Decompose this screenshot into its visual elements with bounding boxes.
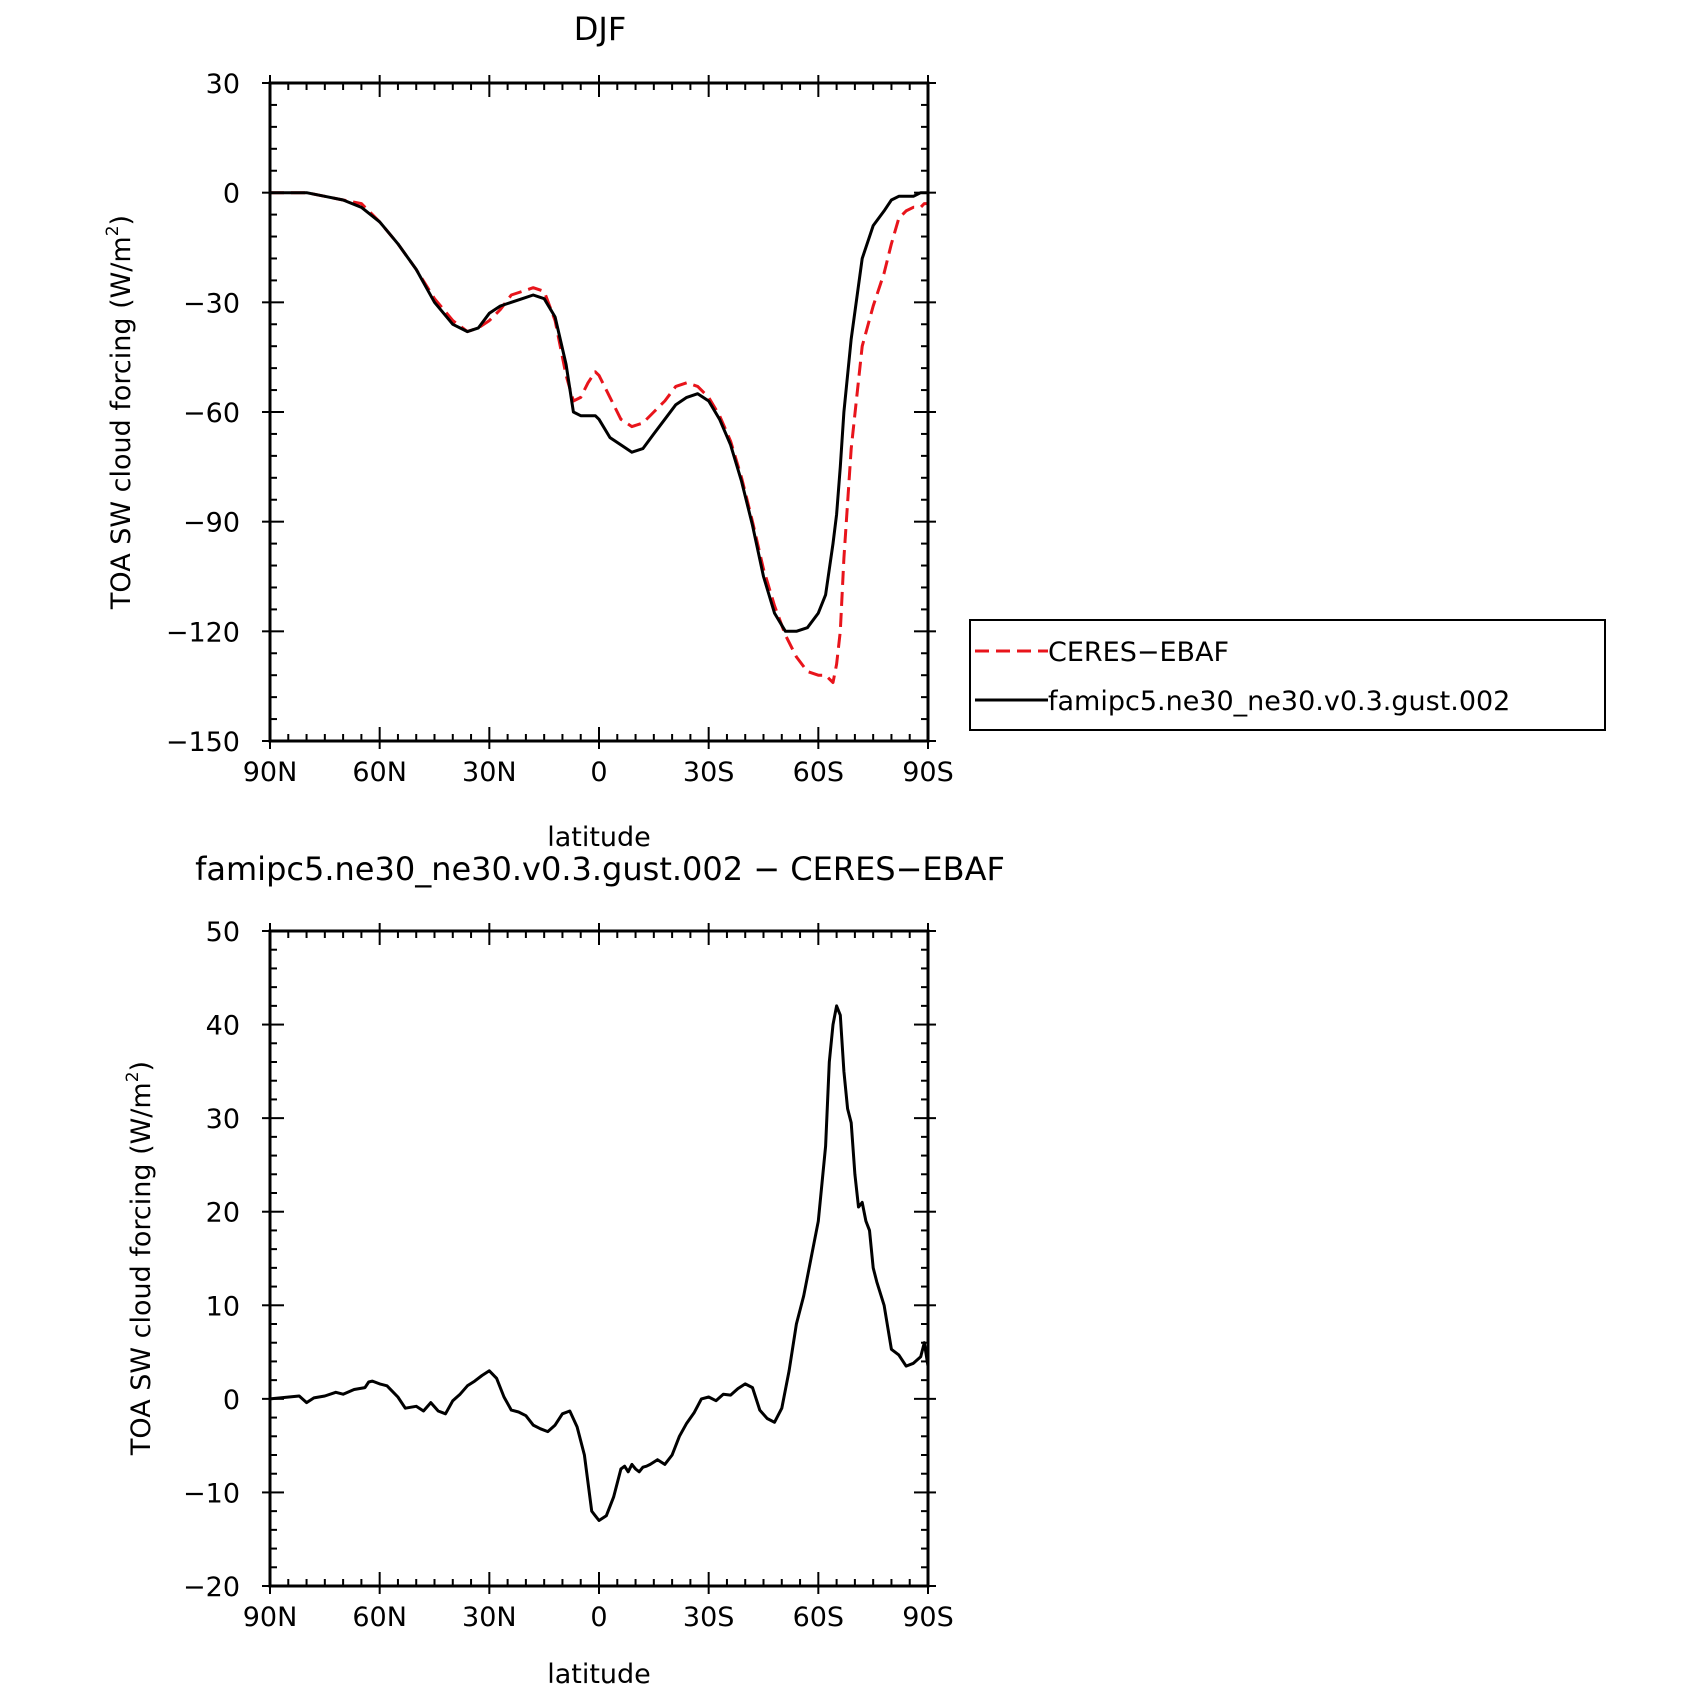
panel-top-ylabel-end: ) — [106, 215, 137, 226]
legend-box — [969, 619, 1606, 731]
panel-top-title: DJF — [574, 10, 626, 48]
y-tick-label: −90 — [183, 508, 240, 539]
y-tick-label: −150 — [166, 727, 240, 758]
y-tick-label: −60 — [183, 398, 240, 429]
x-tick-label: 60N — [352, 1602, 407, 1633]
panel-bottom-title: famipc5.ne30_ne30.v0.3.gust.002 − CERES−… — [195, 850, 1005, 888]
x-tick-label: 60N — [352, 757, 407, 788]
x-tick-label: 30S — [683, 757, 735, 788]
panel-top-frame — [268, 81, 930, 743]
series-line-top-0 — [270, 191, 928, 684]
panel-bottom-frame — [268, 929, 930, 1588]
x-tick-label: 30S — [683, 1602, 735, 1633]
panel-bottom-xlabel: latitude — [547, 1659, 651, 1685]
panel-bottom-ylabel-main: TOA SW cloud forcing (W/m — [126, 1082, 157, 1456]
x-tick-label: 0 — [590, 1602, 607, 1633]
x-tick-label: 90S — [902, 1602, 954, 1633]
y-tick-label: 10 — [206, 1291, 240, 1322]
x-tick-label: 60S — [793, 757, 845, 788]
panel-bottom-ylabel: TOA SW cloud forcing (W/m2) — [123, 1061, 157, 1456]
panel-top-ylabel-main: TOA SW cloud forcing (W/m — [106, 236, 137, 610]
x-tick-label: 0 — [590, 757, 607, 788]
y-tick-label: −10 — [183, 1478, 240, 1509]
y-tick-label: 20 — [206, 1198, 240, 1229]
legend-label-ceres: CERES−EBAF — [1048, 637, 1229, 668]
panel-top-xlabel: latitude — [547, 822, 651, 853]
y-tick-label: −20 — [183, 1572, 240, 1603]
panel-bottom-ylabel-sup: 2 — [123, 1071, 143, 1082]
y-tick-label: −30 — [183, 288, 240, 319]
y-tick-label: 30 — [206, 1104, 240, 1135]
panel-top-ylabel-sup: 2 — [103, 225, 123, 236]
panel-bottom: famipc5.ne30_ne30.v0.3.gust.002 − CERES−… — [123, 850, 1005, 1685]
y-tick-label: 40 — [206, 1011, 240, 1042]
x-tick-label: 90S — [902, 757, 954, 788]
y-tick-label: −120 — [166, 617, 240, 648]
legend-label-model: famipc5.ne30_ne30.v0.3.gust.002 — [1048, 686, 1510, 717]
legend: CERES−EBAF famipc5.ne30_ne30.v0.3.gust.0… — [969, 619, 1606, 731]
series-line-top-1 — [270, 191, 928, 633]
x-tick-label: 90N — [243, 757, 298, 788]
panel-top: DJF 90N 60N 30N 0 30S 60S 90S 30 0 −30 −60 −90 −120 −… — [103, 10, 1606, 853]
y-tick-label: 0 — [223, 1385, 240, 1416]
x-tick-label: 30N — [462, 757, 517, 788]
x-tick-label: 60S — [793, 1602, 845, 1633]
y-tick-label: 30 — [206, 69, 240, 100]
x-tick-label: 30N — [462, 1602, 517, 1633]
y-tick-label: 50 — [206, 917, 240, 948]
panel-top-ylabel: TOA SW cloud forcing (W/m2) — [103, 215, 137, 610]
y-tick-label: 0 — [223, 179, 240, 210]
panel-bottom-ylabel-end: ) — [126, 1061, 157, 1072]
series-line-bottom-0 — [269, 1004, 930, 1522]
x-tick-label: 90N — [243, 1602, 298, 1633]
